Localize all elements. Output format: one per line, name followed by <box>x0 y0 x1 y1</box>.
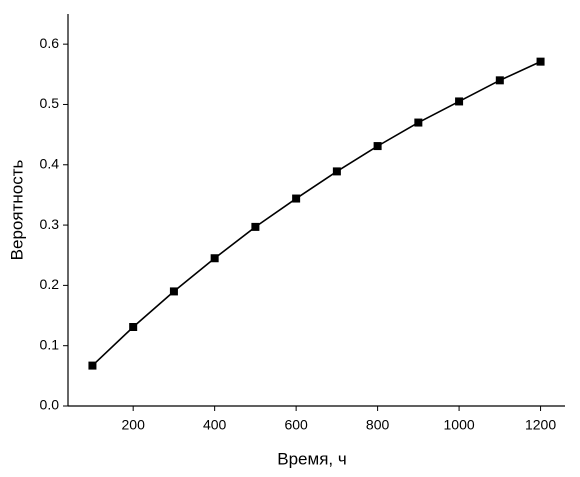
x-tick-label: 600 <box>284 417 308 433</box>
line <box>91 60 541 367</box>
x-tick-label: 800 <box>366 417 390 433</box>
y-axis-title: Вероятность <box>7 160 26 261</box>
y-tick-label: 0.0 <box>40 397 60 413</box>
marker <box>536 57 545 66</box>
x-tick-label: 1000 <box>444 417 475 433</box>
marker <box>292 194 301 203</box>
x-axis-title: Время, ч <box>277 449 346 468</box>
x-tick-label: 200 <box>122 417 146 433</box>
y-tick-label: 0.1 <box>40 336 60 352</box>
x-tick-label: 400 <box>203 417 227 433</box>
marker <box>129 322 138 331</box>
y-tick-label: 0.2 <box>40 276 60 292</box>
marker <box>332 167 341 176</box>
y-tick-label: 0.5 <box>40 95 60 111</box>
marker <box>455 97 464 106</box>
marker <box>169 287 178 296</box>
marker <box>373 142 382 151</box>
y-tick-label: 0.4 <box>40 155 60 171</box>
marker <box>414 118 423 127</box>
marker <box>210 254 219 263</box>
marker <box>495 76 504 85</box>
marker <box>88 361 97 370</box>
y-tick-label: 0.3 <box>40 216 60 232</box>
x-tick-label: 1200 <box>525 417 556 433</box>
marker <box>251 222 260 231</box>
y-tick-label: 0.6 <box>40 35 60 51</box>
